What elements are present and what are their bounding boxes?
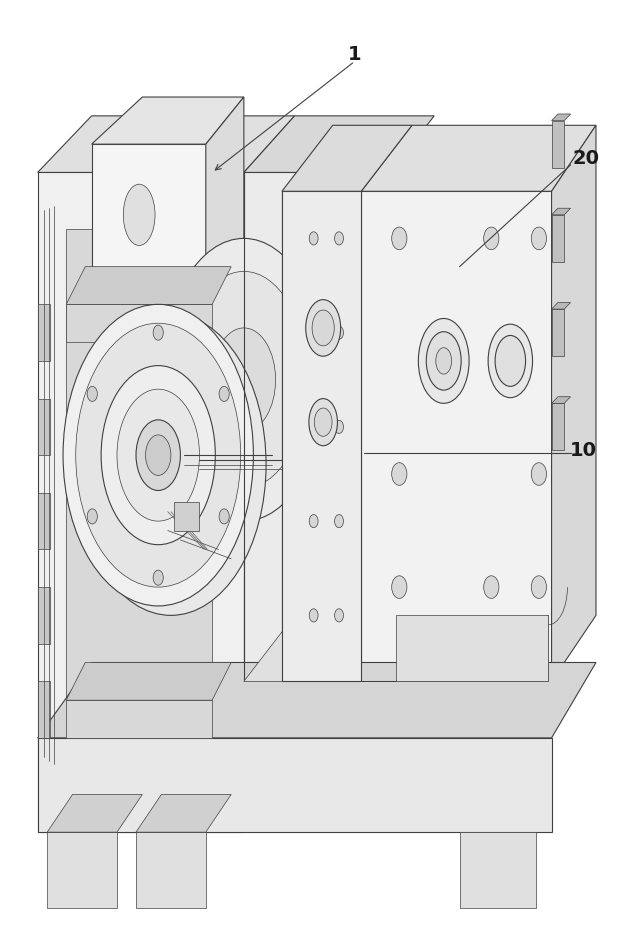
Text: 10: 10 <box>570 441 596 460</box>
Circle shape <box>484 228 499 249</box>
Polygon shape <box>38 738 552 832</box>
Ellipse shape <box>488 324 532 397</box>
Ellipse shape <box>136 420 180 490</box>
Polygon shape <box>38 304 51 361</box>
Text: 20: 20 <box>573 149 600 168</box>
Polygon shape <box>552 120 564 168</box>
Circle shape <box>392 228 407 249</box>
Polygon shape <box>66 266 231 304</box>
Circle shape <box>309 420 318 433</box>
Polygon shape <box>282 191 361 682</box>
Circle shape <box>392 575 407 598</box>
Circle shape <box>309 232 318 245</box>
Polygon shape <box>358 615 548 682</box>
Polygon shape <box>552 403 564 450</box>
Polygon shape <box>244 173 390 813</box>
Circle shape <box>531 575 547 598</box>
Polygon shape <box>244 116 434 173</box>
Polygon shape <box>552 302 571 309</box>
Ellipse shape <box>212 328 276 431</box>
Polygon shape <box>38 173 244 832</box>
Circle shape <box>335 420 344 433</box>
Ellipse shape <box>76 314 266 615</box>
Ellipse shape <box>495 336 525 387</box>
Circle shape <box>153 570 163 585</box>
Polygon shape <box>47 832 117 907</box>
Polygon shape <box>38 587 51 644</box>
Circle shape <box>335 232 344 245</box>
Text: 1: 1 <box>348 46 362 64</box>
Ellipse shape <box>309 398 337 446</box>
Polygon shape <box>38 398 51 455</box>
Polygon shape <box>552 125 596 682</box>
Circle shape <box>309 609 318 622</box>
Circle shape <box>531 228 547 249</box>
Ellipse shape <box>76 323 241 587</box>
Polygon shape <box>460 832 536 907</box>
Ellipse shape <box>426 332 461 391</box>
Polygon shape <box>66 701 212 738</box>
Polygon shape <box>282 125 412 191</box>
Polygon shape <box>136 794 231 832</box>
Polygon shape <box>38 682 51 738</box>
Ellipse shape <box>145 435 171 475</box>
Circle shape <box>153 325 163 340</box>
Ellipse shape <box>436 348 452 374</box>
Ellipse shape <box>101 366 215 545</box>
Polygon shape <box>92 144 206 285</box>
Circle shape <box>392 463 407 485</box>
Circle shape <box>335 609 344 622</box>
Ellipse shape <box>161 238 326 521</box>
Polygon shape <box>552 309 564 356</box>
Polygon shape <box>552 215 564 262</box>
Circle shape <box>219 509 229 524</box>
Circle shape <box>87 509 97 524</box>
Polygon shape <box>361 125 596 191</box>
Polygon shape <box>361 191 552 682</box>
Polygon shape <box>206 97 244 285</box>
Polygon shape <box>66 229 212 757</box>
Ellipse shape <box>314 408 332 436</box>
Polygon shape <box>244 615 333 682</box>
Polygon shape <box>47 794 142 832</box>
Polygon shape <box>92 97 244 144</box>
Circle shape <box>484 575 499 598</box>
Circle shape <box>309 326 318 339</box>
Circle shape <box>335 515 344 528</box>
Polygon shape <box>66 304 212 342</box>
Ellipse shape <box>312 310 334 346</box>
Circle shape <box>531 463 547 485</box>
Circle shape <box>87 387 97 401</box>
Polygon shape <box>552 396 571 403</box>
Polygon shape <box>38 493 51 550</box>
Ellipse shape <box>419 319 469 403</box>
Polygon shape <box>552 114 571 120</box>
Ellipse shape <box>306 300 340 356</box>
Polygon shape <box>552 209 571 215</box>
Ellipse shape <box>124 184 155 246</box>
Polygon shape <box>38 663 596 738</box>
Circle shape <box>309 515 318 528</box>
Ellipse shape <box>180 271 307 488</box>
Polygon shape <box>396 615 548 682</box>
Ellipse shape <box>63 304 253 606</box>
Circle shape <box>219 387 229 401</box>
Polygon shape <box>174 502 200 531</box>
Polygon shape <box>136 832 206 907</box>
Ellipse shape <box>117 390 200 521</box>
Circle shape <box>335 326 344 339</box>
Polygon shape <box>38 116 294 173</box>
Polygon shape <box>66 663 231 701</box>
